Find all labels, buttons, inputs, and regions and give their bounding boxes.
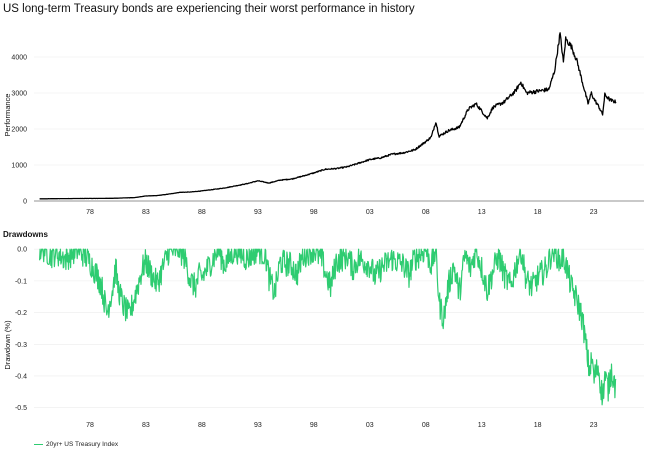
legend-label: 20yr+ US Treasury Index [46, 441, 119, 448]
performance-x-tick-label: 93 [254, 209, 262, 216]
performance-y-tick-label: 3000 [11, 91, 27, 98]
performance-x-tick-label: 23 [590, 209, 598, 216]
performance-x-tick-label: 08 [422, 209, 430, 216]
performance-y-axis-label: Performance [3, 94, 12, 137]
performance-panel: 0 1000 2000 3000 4000 78 83 88 93 98 03 08 13 18 23 P… [3, 32, 644, 216]
drawdown-x-tick-label: 78 [86, 422, 94, 429]
drawdown-panel: Drawdowns 0.0 -0.1 -0.2 -0.3 -0.4 -0.5 78 83 88… [3, 230, 644, 429]
drawdown-x-tick-label: 03 [366, 422, 374, 429]
performance-x-tick-label: 98 [310, 209, 318, 216]
performance-y-tick-label: 2000 [11, 127, 27, 134]
legend-swatch-drawdown [34, 443, 43, 445]
drawdown-panel-title: Drawdowns [3, 230, 48, 239]
drawdown-x-tick-label: 93 [254, 422, 262, 429]
drawdown-y-tick-label: -0.5 [15, 405, 27, 412]
drawdown-y-tick-label: -0.2 [15, 310, 27, 317]
performance-x-tick-label: 03 [366, 209, 374, 216]
drawdown-x-tick-label: 23 [590, 422, 598, 429]
drawdown-y-tick-label: -0.1 [15, 278, 27, 285]
drawdown-gridlines [34, 248, 644, 408]
drawdown-x-tick-label: 98 [310, 422, 318, 429]
performance-x-ticks: 78 83 88 93 98 03 08 13 18 23 [86, 209, 598, 216]
chart-title: US long-term Treasury bonds are experien… [3, 3, 415, 15]
legend: 20yr+ US Treasury Index [34, 441, 118, 448]
performance-y-ticks: 0 1000 2000 3000 4000 [11, 55, 27, 206]
drawdown-x-tick-label: 83 [142, 422, 150, 429]
drawdown-x-ticks: 78 83 88 93 98 03 08 13 18 23 [86, 422, 598, 429]
performance-gridlines [34, 56, 644, 202]
performance-x-tick-label: 83 [142, 209, 150, 216]
performance-x-tick-label: 88 [198, 209, 206, 216]
drawdown-series-line [39, 248, 617, 406]
performance-y-tick-label: 1000 [11, 163, 27, 170]
drawdown-y-axis-label: Drawdown (%) [3, 320, 12, 370]
performance-series-line [39, 32, 617, 200]
drawdown-x-tick-label: 88 [198, 422, 206, 429]
performance-x-tick-label: 78 [86, 209, 94, 216]
drawdown-x-tick-label: 13 [478, 422, 486, 429]
performance-y-tick-label: 0 [23, 199, 27, 206]
performance-y-tick-label: 4000 [11, 55, 27, 62]
drawdown-x-tick-label: 08 [422, 422, 430, 429]
drawdown-x-tick-label: 18 [534, 422, 542, 429]
drawdown-y-tick-label: 0.0 [17, 247, 27, 254]
drawdown-y-ticks: 0.0 -0.1 -0.2 -0.3 -0.4 -0.5 [15, 247, 27, 412]
performance-x-tick-label: 13 [478, 209, 486, 216]
drawdown-y-tick-label: -0.3 [15, 342, 27, 349]
performance-x-tick-label: 18 [534, 209, 542, 216]
drawdown-y-tick-label: -0.4 [15, 373, 27, 380]
